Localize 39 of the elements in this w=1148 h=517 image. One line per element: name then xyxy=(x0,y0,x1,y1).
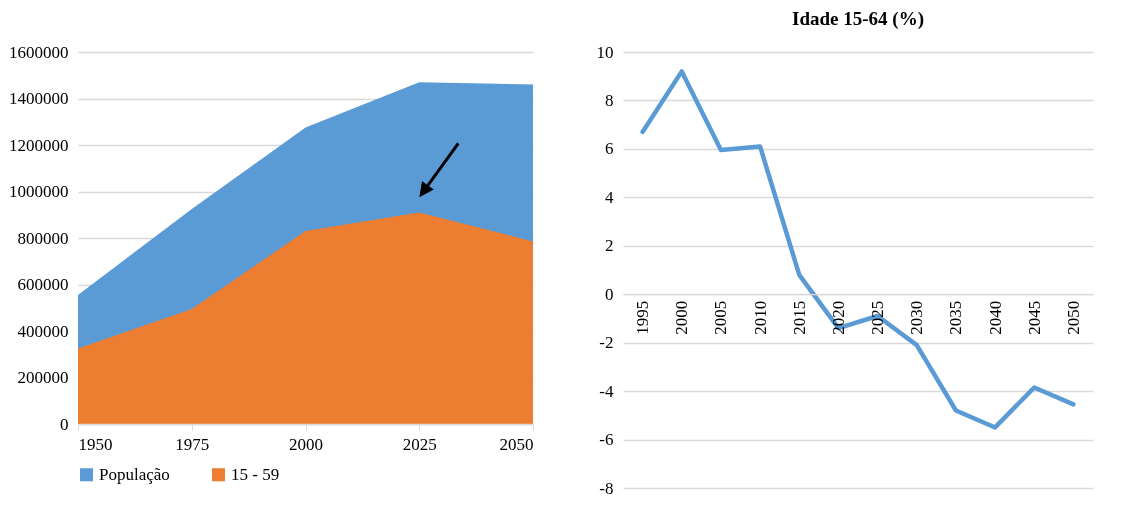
y-tick-label: 1400000 xyxy=(9,89,69,108)
y-tick-label: 1200000 xyxy=(9,135,69,155)
y-tick-label: 8 xyxy=(605,90,614,110)
y-tick-label: 200000 xyxy=(17,368,69,387)
y-tick-label: -4 xyxy=(599,381,614,401)
x-tick-label: 2025 xyxy=(868,300,888,335)
x-tick-label: 2020 xyxy=(828,300,848,335)
y-tick-label: 10 xyxy=(596,42,614,62)
legend-label: População xyxy=(99,464,170,484)
y-tick-label: -6 xyxy=(599,430,614,450)
y-tick-label: 6 xyxy=(605,139,614,159)
x-tick-label: 1975 xyxy=(175,434,210,454)
y-tick-label: 1600000 xyxy=(9,42,69,62)
x-tick-label: 2000 xyxy=(289,434,323,454)
y-tick-label: 4 xyxy=(605,187,614,207)
x-tick-label: 2050 xyxy=(499,434,534,454)
y-tick-label: 800000 xyxy=(17,228,69,248)
y-tick-label: 600000 xyxy=(17,275,69,294)
x-tick-label: 1950 xyxy=(78,434,113,454)
x-tick-label: 2050 xyxy=(1063,300,1083,335)
y-tick-label: 0 xyxy=(60,414,69,434)
y-tick-label: 1000000 xyxy=(9,182,69,201)
x-tick-label: 2000 xyxy=(672,300,692,335)
x-tick-label: 2030 xyxy=(907,300,927,335)
x-tick-label: 2025 xyxy=(402,434,437,454)
x-tick-label: 2035 xyxy=(946,300,966,335)
y-tick-label: 400000 xyxy=(17,321,69,341)
y-tick-label: -8 xyxy=(599,478,614,498)
x-tick-label: 2040 xyxy=(985,300,1005,335)
y-tick-label: -2 xyxy=(599,333,614,353)
x-tick-label: 2045 xyxy=(1024,300,1044,335)
y-tick-label: 0 xyxy=(605,284,614,304)
x-tick-label: 2005 xyxy=(711,300,731,335)
x-tick-label: 2010 xyxy=(750,300,770,335)
y-tick-label: 2 xyxy=(605,236,614,256)
x-tick-label: 2015 xyxy=(789,300,809,335)
chart-title: Idade 15-64 (%) xyxy=(792,8,924,30)
x-tick-label: 1995 xyxy=(633,300,653,335)
legend-label: 15 - 59 xyxy=(231,464,280,484)
